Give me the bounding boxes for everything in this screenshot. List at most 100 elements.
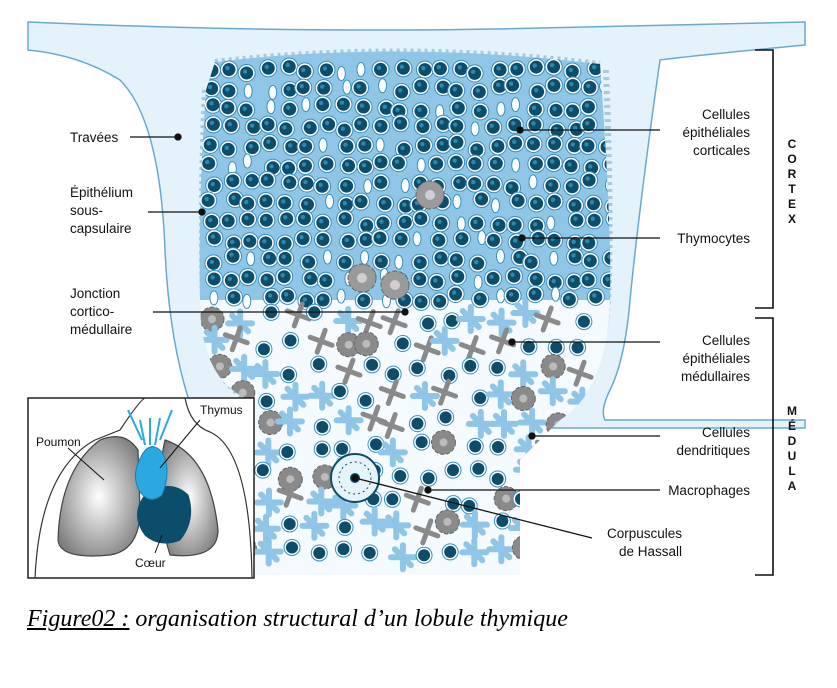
thymocyte-nucleus [208, 217, 213, 223]
label-macrophages: Macrophages [668, 483, 750, 498]
epithelial-nucleus [342, 79, 352, 95]
thymocyte-nucleus [248, 176, 253, 182]
medullary-epithelial-cell [250, 513, 281, 544]
thymocyte-nucleus [417, 107, 422, 112]
thymocyte-nucleus [416, 275, 421, 280]
macrophage-nucleus [390, 280, 400, 290]
thymocyte-nucleus [360, 296, 365, 302]
macrophage-nucleus [439, 438, 448, 447]
thymocyte [439, 411, 452, 424]
macrophage-nucleus [443, 517, 452, 526]
medullary-epithelial-cell [253, 536, 284, 567]
macrophage-nucleus [208, 315, 217, 324]
medullary-epithelial-cell [274, 406, 305, 437]
thymocyte-nucleus [570, 142, 575, 147]
cortex-letter: C [788, 137, 797, 151]
epithelial-nucleus [551, 286, 561, 302]
dendritic-cell [355, 309, 383, 337]
epithelial-nucleus [477, 230, 487, 246]
dendritic-cell [403, 485, 431, 513]
thymocyte-nucleus [264, 64, 269, 69]
label-epi-cort-1: Cellules [702, 107, 750, 122]
hassall-ring [338, 461, 372, 495]
thymocyte-nucleus [322, 66, 328, 71]
thymocyte-nucleus [204, 196, 209, 202]
thymocyte [464, 359, 477, 372]
thymocyte-nucleus [322, 277, 327, 282]
thymocyte-nucleus [376, 65, 382, 71]
thymocyte-nucleus [452, 158, 457, 163]
thymocyte [568, 515, 581, 528]
thymocyte-nucleus [416, 258, 421, 264]
medula-letter: A [788, 479, 797, 493]
thymocyte-nucleus [584, 103, 590, 108]
epithelial-nucleus [301, 97, 311, 113]
thymocyte-nucleus [584, 276, 589, 281]
thymocyte [336, 442, 349, 455]
medullary-epithelial-cell [253, 437, 284, 468]
medullary-epithelial-cell [455, 303, 486, 334]
medullary-epithelial-cell [333, 405, 364, 436]
thymocyte [283, 517, 296, 530]
thymocyte-nucleus [548, 182, 553, 187]
thymocyte-nucleus [356, 84, 361, 89]
thymocyte-nucleus [573, 216, 578, 221]
epithelial-nucleus [496, 288, 506, 304]
epithelial-nucleus [356, 62, 366, 78]
thymocyte-nucleus [286, 86, 291, 91]
thymocyte-nucleus [584, 120, 590, 126]
thymocyte-nucleus [510, 272, 515, 277]
epithelial-nucleus [363, 178, 373, 194]
thymocyte-nucleus [283, 292, 289, 297]
thymocyte-nucleus [531, 121, 536, 126]
medullary-epithelial-cell [429, 325, 460, 356]
thymocyte-nucleus [453, 122, 458, 127]
thymocyte-nucleus [508, 292, 514, 297]
epithelial-nucleus [336, 288, 346, 304]
thymocyte-nucleus [210, 181, 215, 187]
macrophage-nucleus [546, 466, 555, 475]
dendritic-cell [335, 357, 363, 385]
thymocyte-nucleus [306, 274, 312, 280]
epithelial-nucleus [473, 274, 483, 290]
thymocyte-nucleus [246, 237, 251, 242]
thymocyte-nucleus [513, 65, 518, 70]
thymocyte-nucleus [495, 82, 501, 88]
thymocyte-nucleus [565, 295, 571, 301]
cortex-letter: R [788, 167, 797, 181]
thymocyte-nucleus [264, 120, 269, 126]
thymocyte-nucleus [516, 253, 521, 259]
thymocyte [415, 436, 428, 449]
epithelial-nucleus [511, 97, 521, 113]
label-epi-med-1: Cellules [702, 333, 750, 348]
thymocyte-nucleus [473, 146, 478, 151]
thymocyte-nucleus [395, 107, 400, 112]
thymocyte-nucleus [299, 83, 304, 89]
anatomy-inset: Thymus Poumon Cœur [27, 397, 255, 579]
thymocyte-nucleus [210, 275, 215, 280]
thymocyte [496, 515, 509, 528]
thymocyte-nucleus [529, 140, 535, 145]
thymocyte [339, 521, 352, 534]
thymocyte-nucleus [357, 197, 362, 203]
thymocyte-nucleus [585, 176, 590, 181]
label-jonction-2: cortico- [70, 304, 114, 319]
medullary-epithelial-cell [387, 542, 418, 573]
cortex-letter: T [788, 182, 796, 196]
label-jonction-1: Jonction [70, 286, 120, 301]
thymocyte-nucleus [269, 164, 274, 169]
epithelial-nucleus [325, 193, 335, 209]
thymocyte [396, 337, 409, 350]
figure-caption: Figure02 : organisation structural d’un … [27, 606, 827, 633]
thymocyte-nucleus [421, 65, 426, 71]
macrophage-nucleus [502, 494, 511, 503]
thymocyte-nucleus [607, 254, 611, 259]
epithelial-nucleus [268, 84, 278, 100]
thymocyte [387, 368, 400, 381]
thymocyte-nucleus [456, 179, 461, 184]
thymocyte [577, 315, 590, 328]
thymocyte-nucleus [379, 219, 384, 224]
medula-letter: U [788, 449, 797, 463]
thymocyte [394, 469, 407, 482]
medula-letter: D [788, 434, 797, 448]
